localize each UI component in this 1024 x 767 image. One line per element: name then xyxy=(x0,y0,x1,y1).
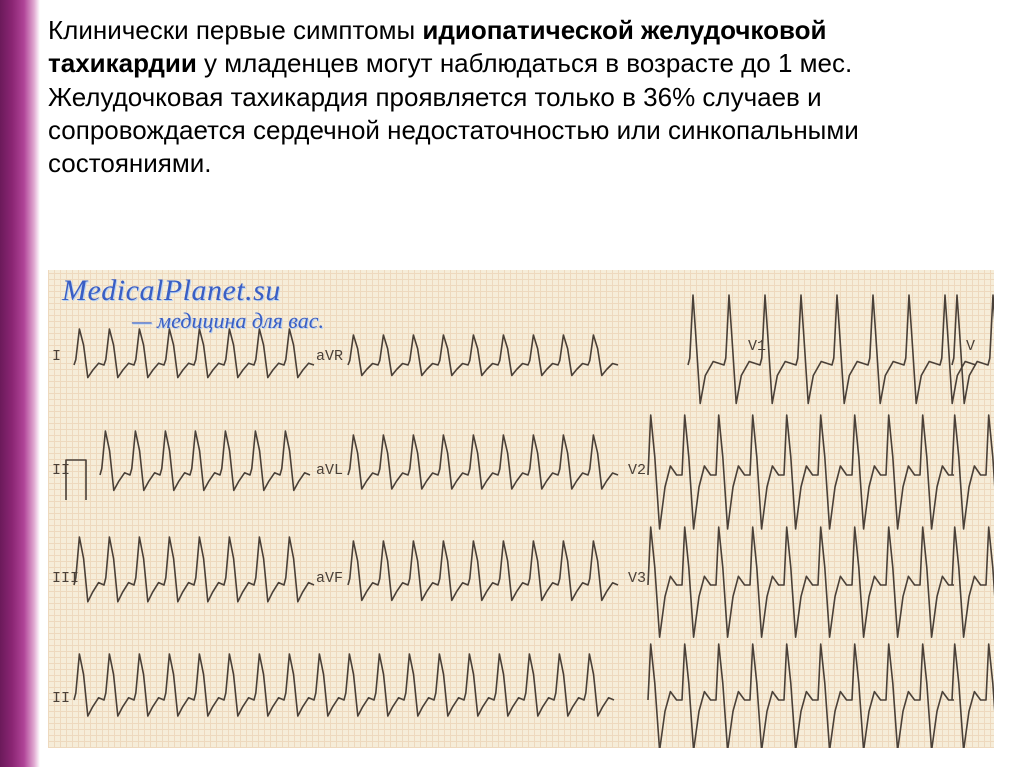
side-gradient xyxy=(0,0,40,767)
lead-label: aVR xyxy=(316,348,343,365)
lead-label: II xyxy=(52,690,70,707)
lead-label: V xyxy=(966,338,975,355)
lead-label: II xyxy=(52,462,70,479)
paragraph-pre: Клинически первые симптомы xyxy=(48,15,422,45)
ecg-trace xyxy=(648,415,954,529)
lead-label: III xyxy=(52,570,79,587)
ecg-trace xyxy=(348,335,618,376)
ecg-traces xyxy=(48,270,994,748)
ecg-trace xyxy=(74,329,314,378)
ecg-trace xyxy=(74,537,314,602)
ecg-trace xyxy=(348,541,618,600)
ecg-trace xyxy=(952,415,994,529)
ecg-trace xyxy=(648,644,954,748)
ecg-trace xyxy=(348,435,618,489)
lead-label: I xyxy=(52,348,61,365)
slide: Клинически первые симптомы идиопатическо… xyxy=(0,0,1024,767)
paragraph: Клинически первые симптомы идиопатическо… xyxy=(48,14,968,180)
lead-label: V2 xyxy=(628,462,646,479)
ecg-trace xyxy=(952,527,994,637)
lead-label: aVL xyxy=(316,462,343,479)
ecg-trace xyxy=(100,431,310,490)
ecg-trace xyxy=(952,644,994,748)
ecg-trace xyxy=(688,295,976,404)
ecg-trace xyxy=(648,527,954,637)
lead-label: V1 xyxy=(748,338,766,355)
lead-label: aVF xyxy=(316,570,343,587)
ecg-figure: MedicalPlanet.su — медицина для вас. IaV… xyxy=(48,270,994,748)
ecg-trace xyxy=(74,654,614,716)
lead-label: V3 xyxy=(628,570,646,587)
